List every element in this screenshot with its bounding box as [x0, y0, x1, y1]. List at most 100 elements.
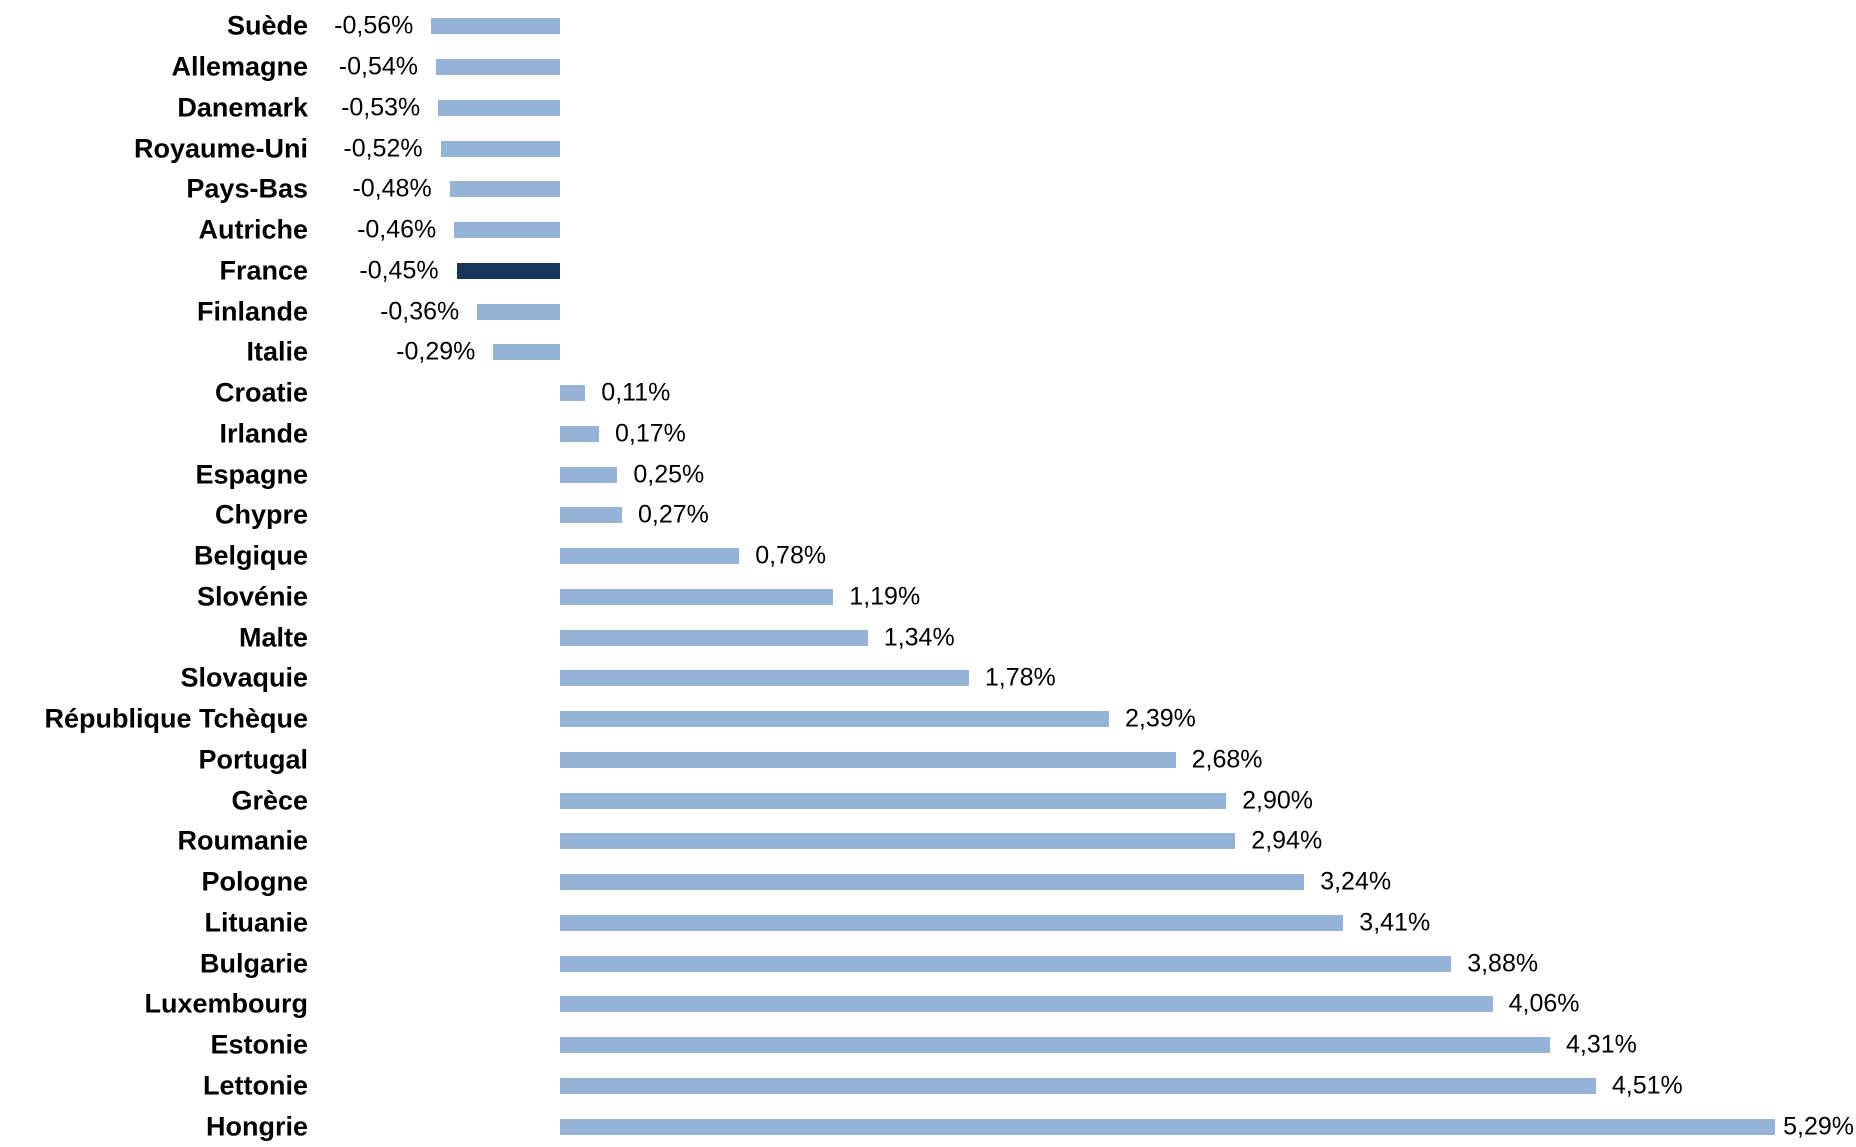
- value-label: -0,56%: [334, 11, 414, 40]
- chart-row: Autriche -0,46%: [0, 210, 1856, 251]
- bar: [440, 140, 560, 157]
- bar: [560, 1118, 1776, 1135]
- category-label: Chypre: [214, 499, 308, 530]
- category-label: Autriche: [198, 214, 308, 245]
- category-label: Roumanie: [177, 825, 308, 856]
- chart-row: Estonie 4,31%: [0, 1025, 1856, 1066]
- category-label: Bulgarie: [199, 948, 308, 979]
- category-label: Pologne: [201, 866, 309, 897]
- bar: [560, 466, 618, 483]
- bar: [438, 99, 560, 116]
- value-label: 4,06%: [1508, 989, 1580, 1018]
- bar: [560, 425, 599, 442]
- bar: [560, 914, 1344, 931]
- bar: [493, 344, 560, 361]
- category-label: Allemagne: [171, 51, 308, 82]
- category-label: Slovaquie: [180, 662, 308, 693]
- chart-row: Slovaquie 1,78%: [0, 658, 1856, 699]
- value-label: -0,45%: [359, 256, 439, 285]
- chart-row: Luxembourg 4,06%: [0, 984, 1856, 1025]
- category-label: Italie: [246, 336, 308, 367]
- chart-row: Finlande -0,36%: [0, 291, 1856, 332]
- category-label: France: [219, 255, 308, 286]
- category-label: Luxembourg: [144, 988, 308, 1019]
- bar: [560, 588, 834, 605]
- chart-row: Hongrie 5,29%: [0, 1106, 1856, 1147]
- value-label: 2,94%: [1251, 826, 1323, 855]
- bar: [560, 1077, 1596, 1094]
- chart-row: Portugal 2,68%: [0, 740, 1856, 781]
- value-label: 0,25%: [633, 460, 705, 489]
- chart-row: Irlande 0,17%: [0, 414, 1856, 455]
- category-label: Malte: [238, 622, 308, 653]
- value-label: 0,17%: [615, 419, 686, 448]
- chart-row: Lituanie 3,41%: [0, 903, 1856, 944]
- bar: [560, 792, 1227, 809]
- category-label: République Tchèque: [44, 703, 308, 734]
- category-label: Royaume-Uni: [133, 133, 308, 164]
- chart-row: République Tchèque 2,39%: [0, 699, 1856, 740]
- category-label: Croatie: [214, 377, 308, 408]
- bar: [560, 385, 586, 402]
- category-label: Irlande: [219, 418, 308, 449]
- value-label: -0,53%: [341, 93, 421, 122]
- value-label: 4,31%: [1566, 1030, 1637, 1059]
- category-label: Pays-Bas: [186, 173, 308, 204]
- category-label: Hongrie: [205, 1111, 308, 1142]
- value-label: 2,68%: [1191, 745, 1263, 774]
- chart-row: France -0,45%: [0, 251, 1856, 292]
- chart-row: Pologne 3,24%: [0, 862, 1856, 903]
- value-label: 5,29%: [1783, 1112, 1854, 1141]
- category-label: Lituanie: [204, 907, 308, 938]
- chart-row: Croatie 0,11%: [0, 373, 1856, 414]
- chart-row: Bulgarie 3,88%: [0, 943, 1856, 984]
- bar-highlighted: [456, 262, 560, 279]
- chart-row: Lettonie 4,51%: [0, 1066, 1856, 1107]
- chart-row: Roumanie 2,94%: [0, 821, 1856, 862]
- category-label: Grèce: [231, 785, 308, 816]
- bar: [560, 1037, 1550, 1054]
- chart-row: Danemark -0,53%: [0, 88, 1856, 129]
- bar: [560, 507, 622, 524]
- chart-row: Belgique 0,78%: [0, 536, 1856, 577]
- chart-row: Chypre 0,27%: [0, 495, 1856, 536]
- chart-row: Espagne 0,25%: [0, 454, 1856, 495]
- value-label: 4,51%: [1611, 1071, 1683, 1100]
- chart-row: Malte 1,34%: [0, 617, 1856, 658]
- chart-row: Allemagne -0,54%: [0, 47, 1856, 88]
- value-label: 1,78%: [984, 663, 1056, 692]
- chart-row: Italie -0,29%: [0, 332, 1856, 373]
- value-label: 3,41%: [1359, 908, 1431, 937]
- value-label: 1,19%: [849, 582, 921, 611]
- bar: [560, 670, 969, 687]
- bar: [560, 711, 1109, 728]
- bar: [477, 303, 560, 320]
- category-label: Espagne: [195, 459, 308, 490]
- category-label: Portugal: [198, 744, 308, 775]
- value-label: -0,48%: [352, 174, 432, 203]
- value-label: 0,11%: [601, 378, 671, 407]
- value-label: -0,36%: [380, 297, 460, 326]
- value-label: -0,52%: [343, 134, 423, 163]
- bar: [454, 222, 560, 239]
- value-label: 2,39%: [1125, 704, 1196, 733]
- value-label: -0,29%: [396, 337, 476, 366]
- value-label: 1,34%: [883, 623, 955, 652]
- value-label: 0,78%: [755, 541, 827, 570]
- value-label: 0,27%: [638, 500, 709, 529]
- category-label: Lettonie: [203, 1070, 308, 1101]
- value-label: 3,88%: [1467, 949, 1539, 978]
- chart-row: Royaume-Uni -0,52%: [0, 128, 1856, 169]
- bar: [560, 996, 1493, 1013]
- category-label: Slovénie: [196, 581, 308, 612]
- bar: [560, 833, 1236, 850]
- bar: [560, 548, 740, 565]
- bar: [436, 59, 560, 76]
- category-label: Danemark: [177, 92, 308, 123]
- chart-row: Slovénie 1,19%: [0, 577, 1856, 618]
- category-label: Suède: [226, 10, 308, 41]
- bar: [560, 874, 1305, 891]
- bar: [560, 955, 1452, 972]
- value-label: 3,24%: [1320, 867, 1392, 896]
